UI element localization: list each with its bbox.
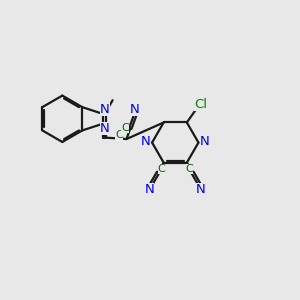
Text: C: C xyxy=(185,164,193,174)
Text: C: C xyxy=(121,123,129,134)
Text: C: C xyxy=(115,130,123,140)
Text: N: N xyxy=(196,183,206,196)
Text: Cl: Cl xyxy=(194,98,207,111)
Text: N: N xyxy=(100,103,110,116)
Text: N: N xyxy=(141,135,150,148)
Text: N: N xyxy=(130,103,140,116)
Text: N: N xyxy=(145,183,154,196)
Text: C: C xyxy=(158,164,166,174)
Text: N: N xyxy=(100,122,110,135)
Text: N: N xyxy=(200,135,210,148)
